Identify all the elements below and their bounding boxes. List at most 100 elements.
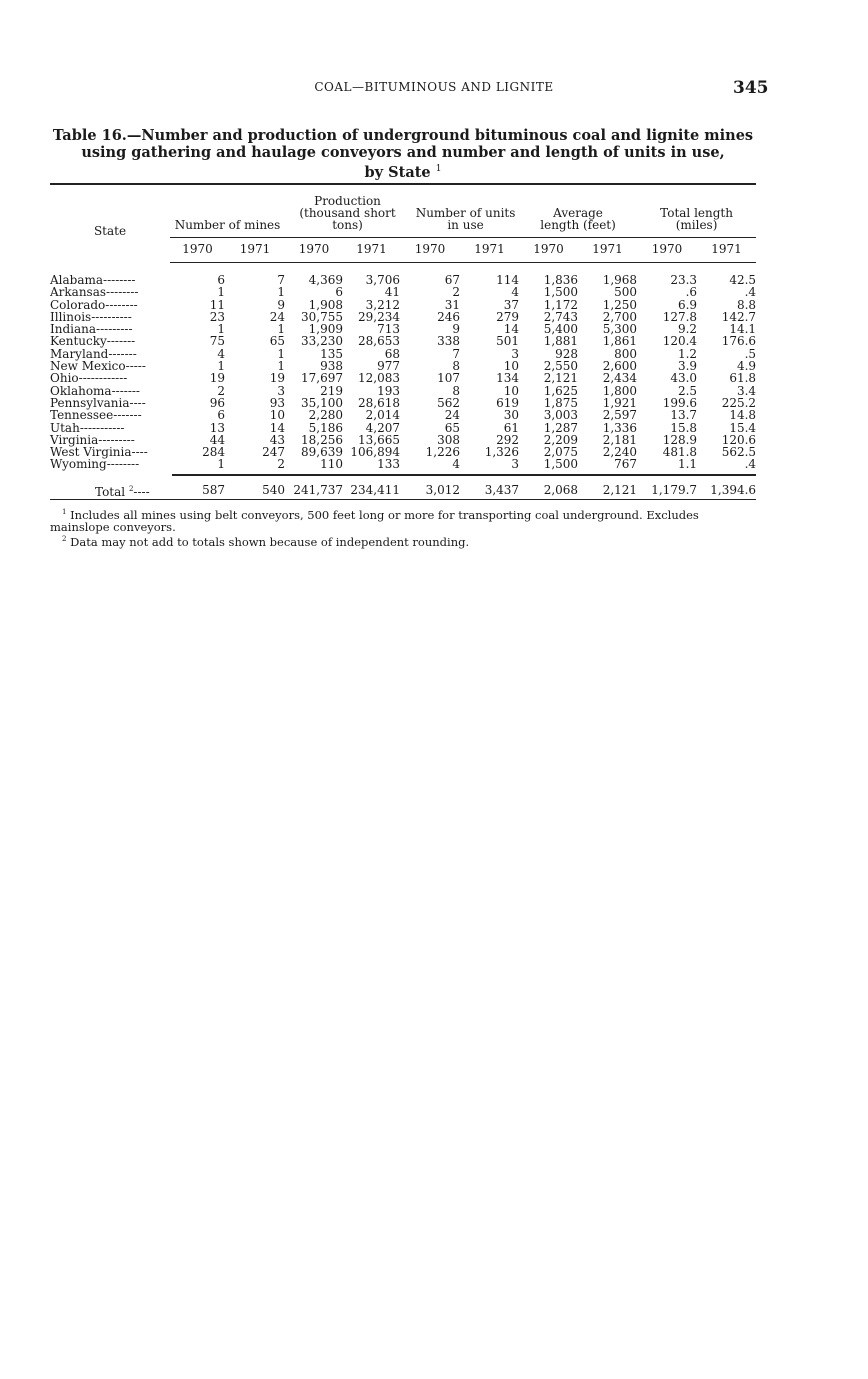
cell-avg-length-1971: 2,700 [602,309,638,324]
cell-units-1970: 7 [452,346,461,361]
state-label: Virginia [50,432,99,447]
cell-production-1971: 41 [384,285,401,300]
state-name: Wyoming-------- [50,458,170,470]
total-mines-1970: 587 [202,483,225,498]
cell-mines-1970: 44 [209,432,225,447]
cell-total-length-1971: 8.8 [736,297,757,312]
cell-units-1971: 619 [496,395,520,410]
cell-production-1971: 29,234 [358,309,401,324]
cell-total-length-1970: 13.7 [670,408,698,423]
state-name: Alabama-------- [50,263,170,287]
cell-mines-1971: 3 [277,383,286,398]
cell-units-1970: 107 [437,371,461,386]
cell-production-1970: 89,639 [301,445,344,460]
total-production-1971: 234,411 [350,483,401,498]
state-label: West Virginia [50,445,132,460]
cell-units-1971: 3 [511,457,520,472]
cell-mines-1970: 2 [217,383,225,398]
cell-avg-length-1971: 500 [614,285,638,300]
cell-units-1971: 501 [496,334,520,349]
cell-units-1971: 30 [503,408,520,423]
state-label: Alabama [50,272,104,287]
cell-avg-length-1970: 1,625 [543,383,579,398]
table-row: Ohio------------ 19 19 17,697 12,083 107 134 2,… [50,371,756,386]
state-name: Indiana--------- [50,323,170,335]
state-label: Indiana [50,322,97,337]
table-title: Table 16.—Number and production of under… [50,127,756,181]
cell-units-1971: 14 [503,322,520,337]
state-name: New Mexico----- [50,360,170,372]
total-units-1971: 3,437 [484,483,520,498]
cell-avg-length-1971: 1,921 [602,395,638,410]
cell-production-1971: 68 [384,346,401,361]
cell-total-length-1970: 481.8 [662,445,698,460]
cell-production-1971: 977 [377,359,401,374]
cell-total-length-1970: 43.0 [670,371,698,386]
page-number: 345 [733,78,769,98]
footnote-text: Data may not add to totals shown because… [70,534,470,549]
header-total-length: Total length (miles) [637,185,757,238]
cell-units-1971: 3 [511,346,520,361]
cell-mines-1971: 43 [269,432,286,447]
cell-units-1970: 8 [452,359,461,374]
state-label: Maryland [50,346,109,361]
cell-mines-1970: 96 [209,395,225,410]
cell-production-1970: 4,369 [308,273,344,287]
cell-total-length-1971: .4 [744,285,757,300]
leader-dots: ------------ [78,371,128,386]
cell-production-1970: 6 [335,285,344,300]
cell-total-length-1971: 176.6 [721,334,757,349]
cell-mines-1971: 2 [277,457,286,472]
cell-production-1971: 28,653 [358,334,401,349]
cell-mines-1971: 14 [269,420,286,435]
cell-mines-1970: 1 [217,322,225,337]
state-label: Colorado [50,297,106,312]
cell-units-1970: 308 [437,432,461,447]
footnote-2: 2 Data may not add to totals shown becau… [50,533,756,548]
total-row: Total 2---- 587 540 241,737 234,411 3,012 3,43… [50,471,756,502]
cell-units-1970: 1,226 [425,445,461,460]
cell-mines-1970: 284 [202,445,225,460]
state-name: Colorado-------- [50,297,170,312]
state-name: Pennsylvania---- [50,397,170,409]
state-name: West Virginia---- [50,446,170,458]
cell-total-length-1971: 14.8 [729,408,757,423]
cell-production-1971: 133 [377,457,401,472]
cell-mines-1971: 1 [277,322,286,337]
cell-units-1971: 4 [511,285,520,300]
state-name: Utah----------- [50,420,170,435]
leader-dots: -------- [106,457,140,472]
state-name: Arkansas-------- [50,286,170,298]
year-header: 1971 [460,237,520,263]
cell-production-1970: 5,186 [308,420,344,435]
cell-total-length-1970: 15.8 [670,420,698,435]
state-label: Utah [50,420,80,435]
year-header: 1970 [637,237,698,263]
cell-total-length-1970: 2.5 [677,383,698,398]
cell-units-1970: 31 [444,297,461,312]
year-header: 1971 [343,237,401,263]
cell-total-length-1971: .5 [744,346,757,361]
total-total-length-1971: 1,394.6 [710,483,757,498]
total-label: Total 2---- [50,471,170,502]
data-table: State Number of mines Production (thousa… [50,185,757,502]
state-name: Illinois---------- [50,311,170,323]
cell-total-length-1970: 23.3 [670,273,698,287]
cell-mines-1970: 11 [209,297,225,312]
state-label: New Mexico [50,359,126,374]
cell-total-length-1970: 128.9 [662,432,698,447]
cell-total-length-1971: 142.7 [721,309,757,324]
cell-total-length-1971: 15.4 [729,420,757,435]
cell-production-1970: 18,256 [301,432,344,447]
cell-mines-1971: 1 [277,346,286,361]
cell-total-length-1970: 6.9 [677,297,698,312]
cell-mines-1971: 19 [269,371,286,386]
table-row: Tennessee------- 6 10 2,280 2,014 24 30 3,003 2,… [50,408,757,423]
leader-dots: ---- [131,445,148,460]
cell-avg-length-1971: 1,800 [602,383,638,398]
cell-avg-length-1970: 2,550 [543,359,579,374]
leader-dots: -------- [106,285,139,300]
cell-avg-length-1970: 2,743 [543,309,579,324]
cell-production-1970: 35,100 [301,395,344,410]
